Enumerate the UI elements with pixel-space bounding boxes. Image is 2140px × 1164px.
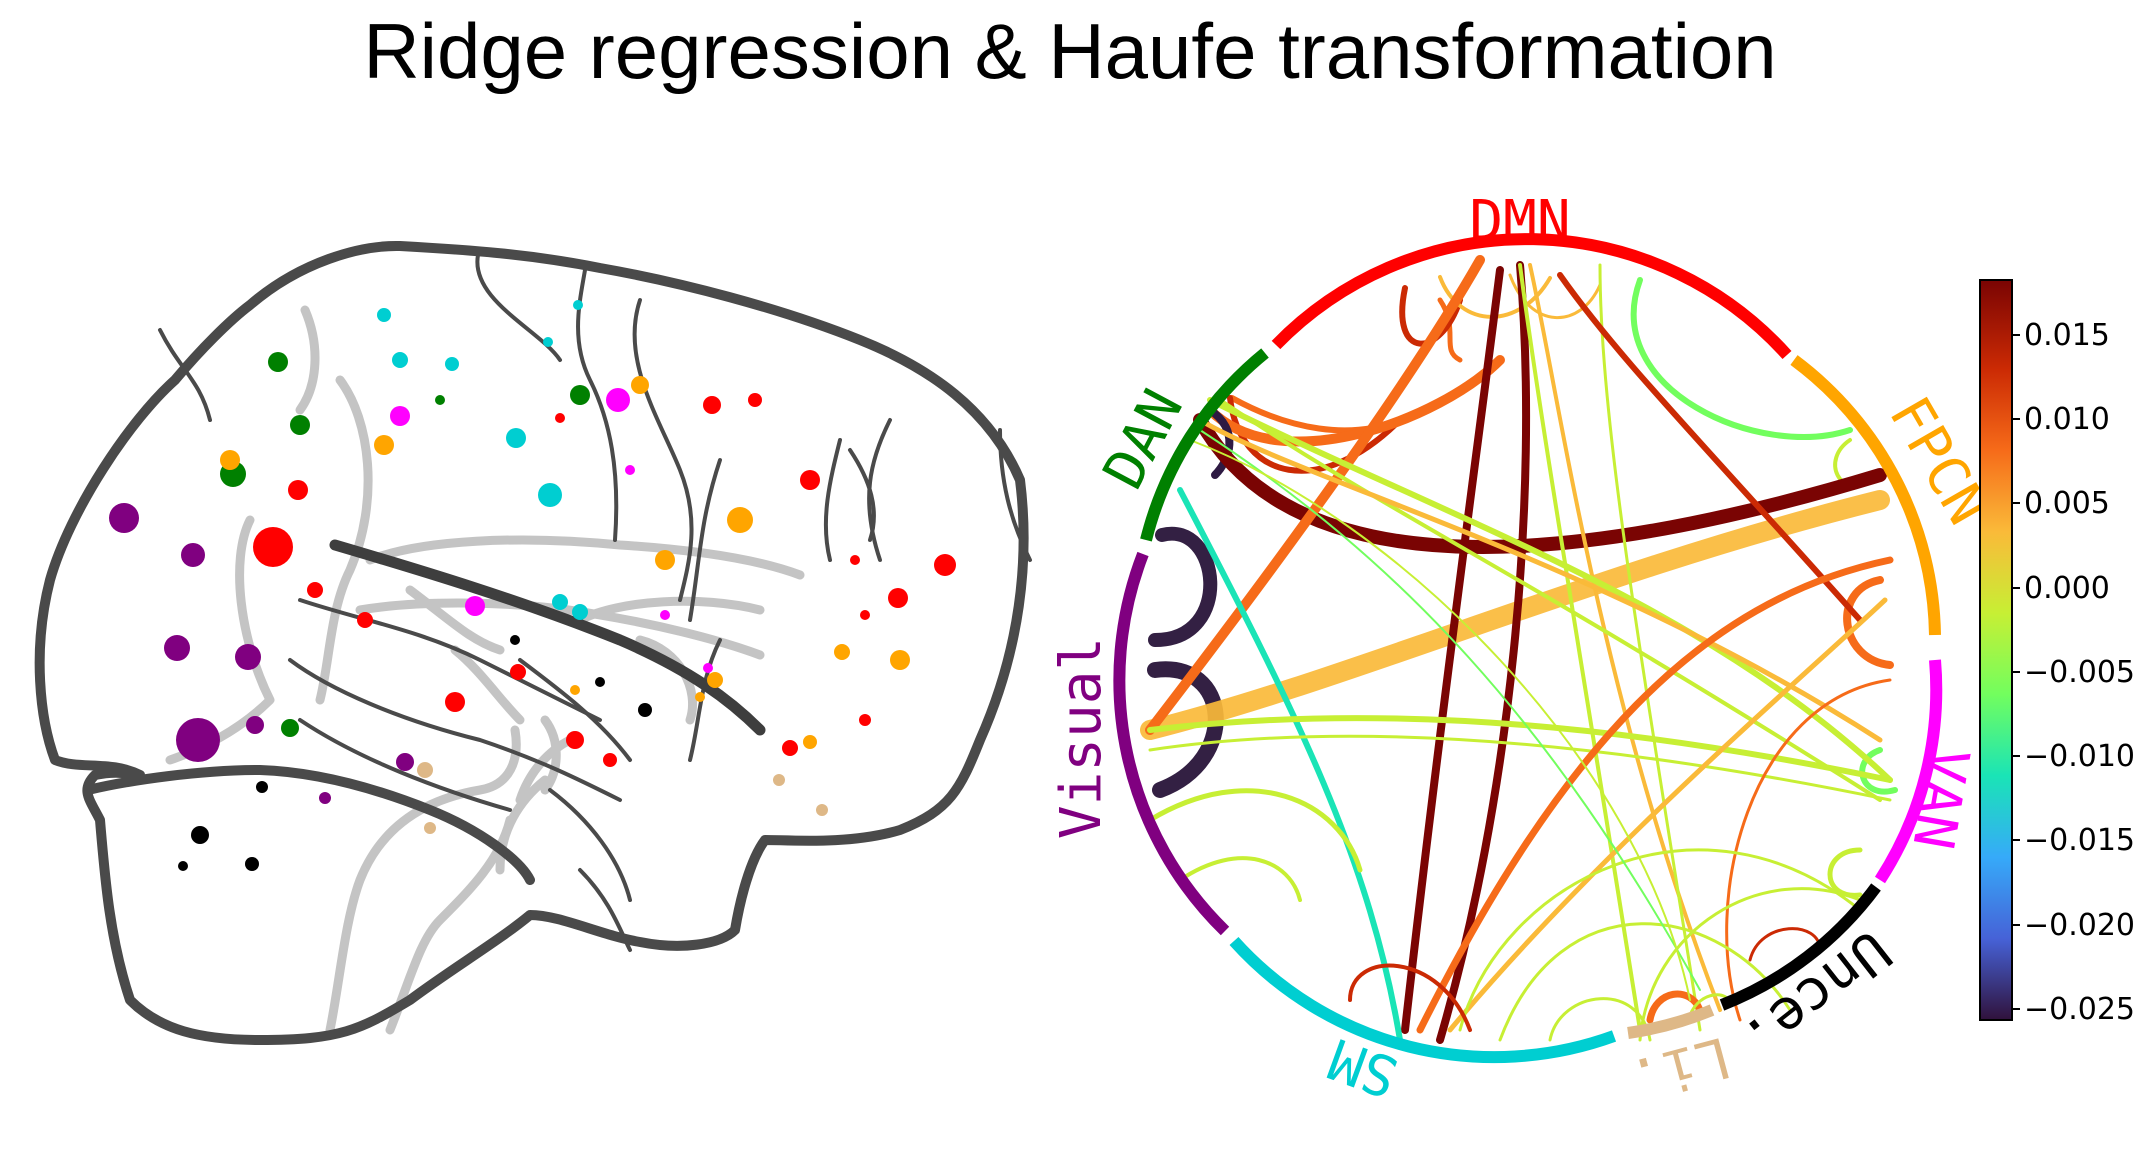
colorbar-tick-label: −0.015 (2024, 823, 2135, 858)
ring-segment-sm (1229, 936, 1617, 1064)
ring-segment-unce (1719, 883, 1881, 1011)
figure-title: Ridge regression & Haufe transformation (363, 7, 1777, 95)
colorbar-gradient (1979, 279, 2013, 1021)
brain-nodes (109, 300, 956, 871)
brain-outline (34, 240, 1029, 1045)
cerebellum-boundary (83, 764, 535, 885)
network-label-visual: Visual (1049, 637, 1114, 839)
ring-segment-fpcn (1790, 355, 1941, 636)
network-label-van: VAN (1899, 743, 1981, 854)
connection-arcs (1140, 255, 1898, 1044)
network-ring (1113, 233, 1943, 1064)
network-label-dmn: DMN (1469, 189, 1570, 254)
colorbar-ticks (2012, 334, 2020, 1010)
ring-segment-van (1874, 659, 1943, 884)
colorbar-tick-label: 0.015 (2024, 318, 2110, 353)
colorbar-tick-label: −0.025 (2024, 992, 2135, 1027)
ring-segment-dan (1140, 348, 1269, 542)
colorbar-tick-label: −0.005 (2024, 655, 2135, 690)
sylvian-fissure (329, 539, 766, 736)
colorbar-tick-label: −0.010 (2024, 739, 2135, 774)
ring-segment-li (1627, 1004, 1715, 1039)
ring-segment-visual (1113, 551, 1230, 936)
colorbar-tick-label: 0.000 (2024, 571, 2110, 606)
colorbar-tick-label: 0.005 (2024, 486, 2110, 521)
network-label-dan: DAN (1091, 379, 1196, 499)
colorbar-tick-label: −0.020 (2024, 908, 2135, 943)
connectome-circle: DMN FPCN VAN Unce. Li. SM Visual DAN (1049, 189, 2000, 1112)
colorbar-tick-label: 0.010 (2024, 402, 2110, 437)
ring-segment-dmn (1271, 233, 1792, 360)
colorbar: 0.015 0.010 0.005 0.000 −0.005 −0.010 −0… (1979, 279, 2135, 1027)
glass-brain (34, 240, 1032, 1045)
